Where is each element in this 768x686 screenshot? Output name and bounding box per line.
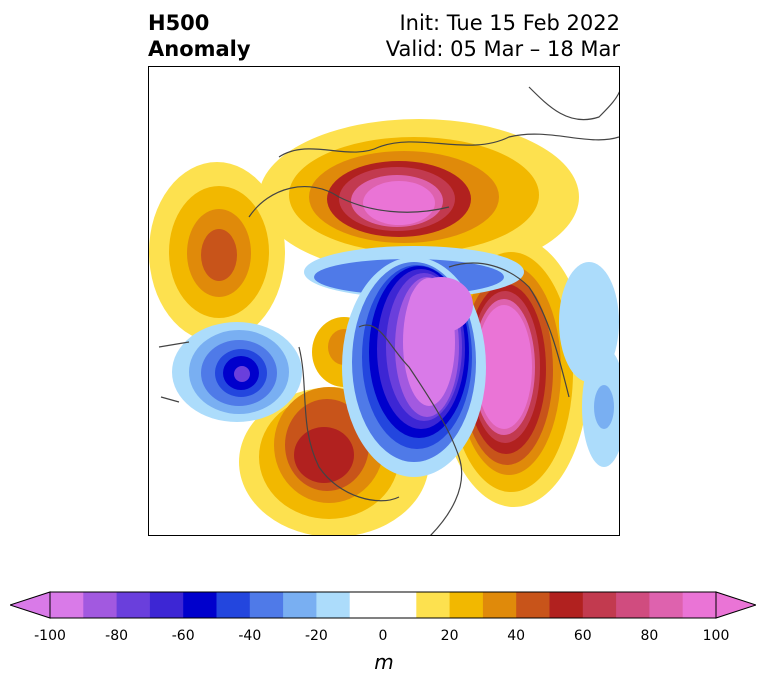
colorbar-segment: [249, 592, 284, 618]
colorbar-segment: [582, 592, 617, 618]
colorbar-segment: [482, 592, 517, 618]
colorbar-tick-label: 100: [702, 628, 730, 644]
colorbar-segment: [183, 592, 217, 618]
colorbar-segment: [50, 592, 84, 618]
colorbar-tick-label: -80: [105, 628, 129, 644]
init-date: Init: Tue 15 Feb 2022: [399, 11, 620, 35]
colorbar-segment: [416, 592, 451, 618]
colorbar-tick-label: 60: [573, 628, 592, 644]
colorbar-tick-label: 20: [440, 628, 459, 644]
colorbar-segment: [349, 592, 384, 618]
colorbar-tick-label: -40: [238, 628, 262, 644]
colorbar-tick-label: -60: [171, 628, 195, 644]
colorbar-segment: [516, 592, 550, 618]
colorbar-max-arrow: [715, 591, 756, 619]
colorbar-segment: [383, 592, 417, 618]
colorbar-tick-label: -20: [304, 628, 328, 644]
title-line-2: Anomaly: [148, 37, 251, 61]
colorbar-segment: [616, 592, 650, 618]
colorbar-tick-label: 0: [378, 628, 388, 644]
valid-dates: Valid: 05 Mar – 18 Mar: [385, 37, 620, 61]
units-label: m: [374, 650, 394, 674]
date-info: Init: Tue 15 Feb 2022 Valid: 05 Mar – 18…: [386, 10, 620, 62]
colorbar-segment: [649, 592, 684, 618]
colorbar-segment: [316, 592, 351, 618]
map-title: H500 Anomaly: [148, 10, 251, 62]
colorbar-tick-label: 40: [507, 628, 526, 644]
colorbar: [10, 591, 756, 619]
colorbar-min-arrow: [10, 591, 51, 619]
colorbar-segment: [116, 592, 151, 618]
colorbar-segment: [449, 592, 484, 618]
colorbar-segment: [549, 592, 584, 618]
anomaly-field: [149, 86, 619, 535]
colorbar-segment: [83, 592, 118, 618]
colorbar-segment: [682, 592, 717, 618]
colorbar-segment: [283, 592, 317, 618]
colorbar-segment: [216, 592, 251, 618]
title-line-1: H500: [148, 11, 210, 35]
colorbar-tick-label: -100: [34, 628, 66, 644]
anomaly-map: [148, 66, 620, 536]
colorbar-tick-label: 80: [640, 628, 659, 644]
colorbar-segment: [149, 592, 184, 618]
